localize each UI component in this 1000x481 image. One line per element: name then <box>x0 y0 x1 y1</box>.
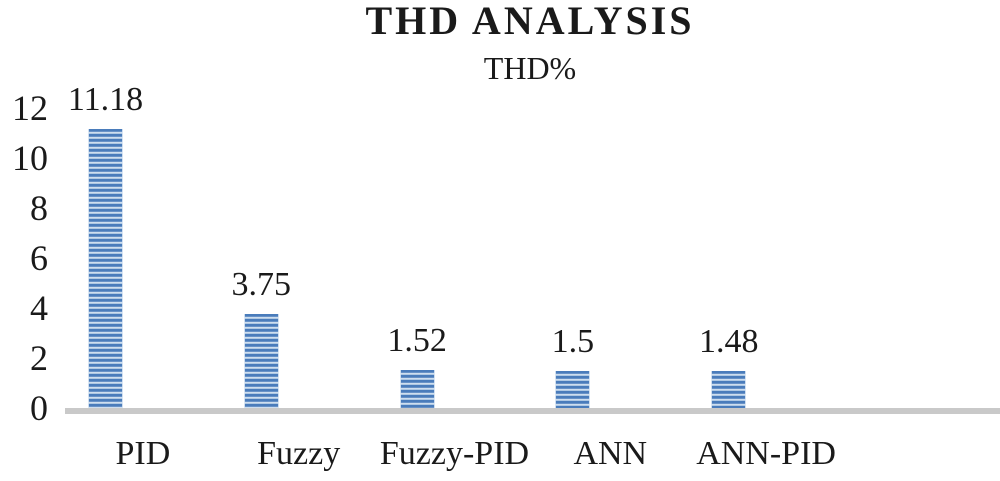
x-axis-label-ann-pid: ANN-PID <box>696 435 836 472</box>
x-axis-line <box>65 408 1000 414</box>
y-axis-tick-label: 4 <box>30 288 48 328</box>
bar-value-label: 11.18 <box>67 80 144 118</box>
bar-value-label: 1.48 <box>698 323 759 360</box>
bar-value-label: 1.5 <box>551 322 595 360</box>
chart-subtitle: THD% <box>483 50 577 86</box>
x-axis-label-ann: ANN <box>573 435 648 472</box>
bar-fuzzy <box>243 314 279 408</box>
bar-ann <box>555 370 591 408</box>
x-axis-label-fuzzy-pid: Fuzzy-PID <box>379 435 530 472</box>
x-axis-label-fuzzy: Fuzzy <box>257 435 341 472</box>
y-axis-tick-label: 2 <box>30 338 48 378</box>
y-axis-tick-label: 0 <box>30 388 48 428</box>
bar-pid <box>88 128 123 408</box>
bar-value-label: 1.52 <box>387 322 447 359</box>
y-axis-tick-label: 12 <box>12 88 48 128</box>
y-axis-tick-label: 8 <box>30 188 48 228</box>
y-axis-tick-label: 10 <box>12 138 48 178</box>
bar-ann-pid <box>711 371 747 408</box>
x-axis-label-pid: PID <box>115 435 171 472</box>
bar-fuzzy-pid <box>399 370 435 408</box>
y-axis-tick-label: 6 <box>30 238 48 278</box>
chart-title: THD ANALYSIS <box>365 0 695 43</box>
bar-value-label: 3.75 <box>231 266 292 304</box>
